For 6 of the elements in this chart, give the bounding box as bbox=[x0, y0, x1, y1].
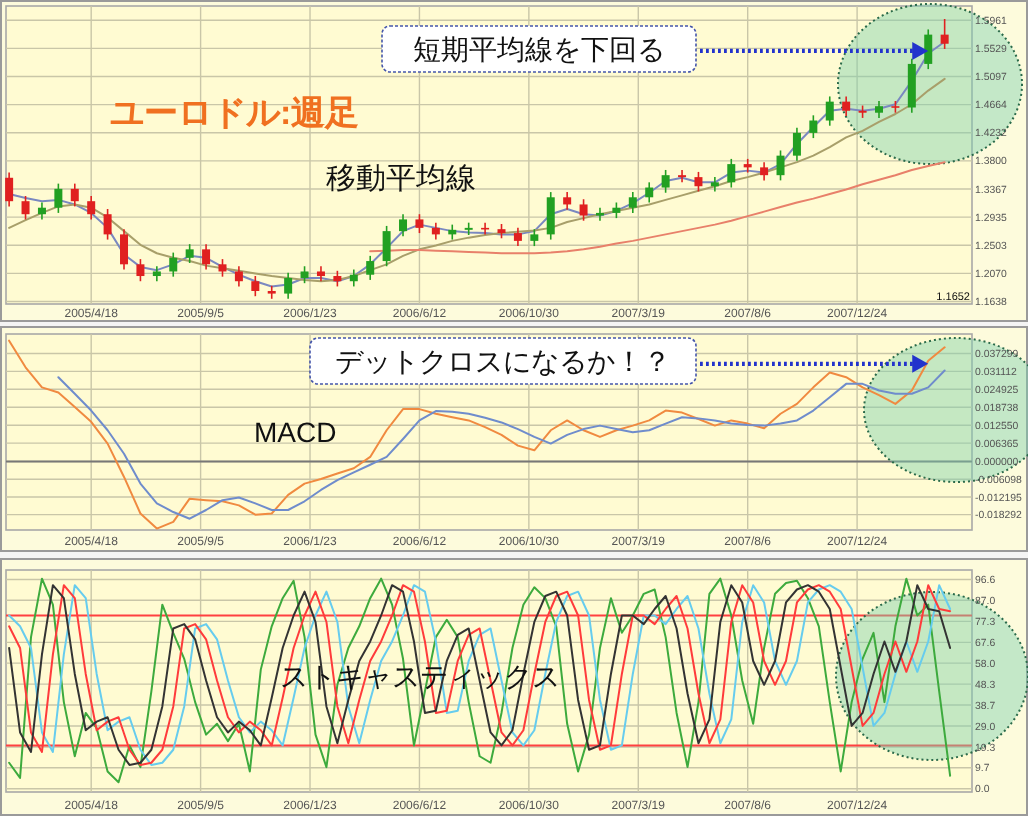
annotation: 移動平均線 bbox=[326, 162, 476, 196]
line-series bbox=[8, 339, 946, 530]
annotation: 短期平均線を下回る bbox=[413, 33, 665, 65]
annotation: デットクロスになるか！？ bbox=[335, 345, 671, 377]
annotation: MACD bbox=[254, 416, 337, 448]
text: ユーロドル:週足 bbox=[110, 94, 360, 132]
